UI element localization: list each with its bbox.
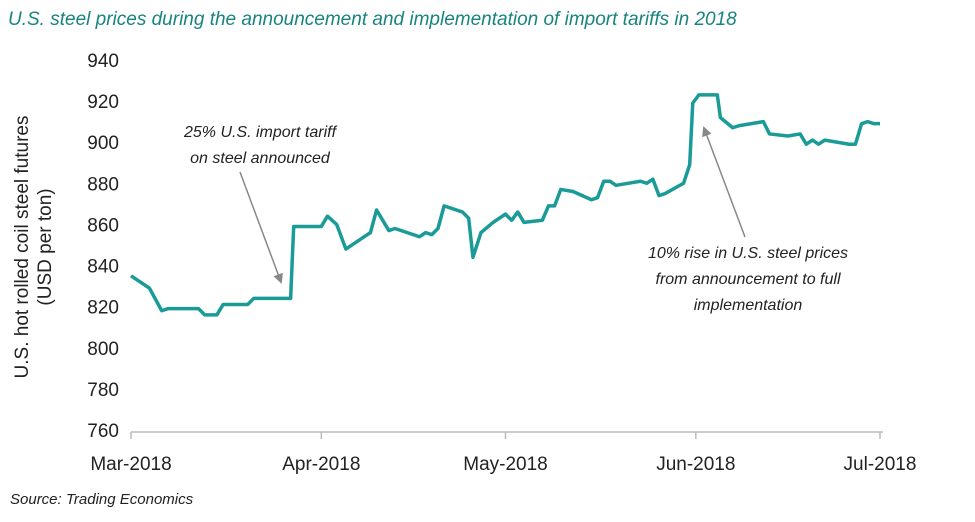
line [130, 93, 880, 317]
y-tick-label: 780 [87, 380, 119, 401]
y-tick-label: 940 [87, 51, 119, 72]
y-tick-label: 760 [87, 421, 119, 442]
x-tick-label: Mar-2018 [90, 454, 171, 475]
x-tick-label: Apr-2018 [282, 454, 360, 475]
y-tick-label: 840 [87, 257, 119, 278]
annotation: 10% rise in U.S. steel prices [648, 245, 848, 262]
annotation: implementation [694, 297, 803, 314]
chart-title: U.S. steel prices during the announcemen… [8, 9, 737, 30]
annotation-arrow [702, 126, 746, 238]
x-tick-label: Jun-2018 [656, 454, 735, 475]
x-tick-label: Jul-2018 [844, 454, 917, 475]
y-tick-label: 820 [87, 298, 119, 319]
y-tick-label: 860 [87, 215, 119, 236]
source: Source: Trading Economics [10, 491, 194, 508]
y-tick-label: 880 [87, 174, 119, 195]
y-tick-label: 920 [87, 92, 119, 113]
y-axis-label: U.S. hot rolled coil steel futures [12, 116, 33, 379]
annotation: 25% U.S. import tariff [183, 124, 338, 141]
y-axis-label: (USD per ton) [35, 188, 56, 305]
annotation: from announcement to full [656, 271, 841, 288]
y-tick-label: 800 [87, 339, 119, 360]
annotation-arrow [239, 171, 283, 284]
annotation: on steel announced [190, 150, 331, 167]
y-tick-label: 900 [87, 133, 119, 154]
x-tick-label: May-2018 [463, 454, 548, 475]
